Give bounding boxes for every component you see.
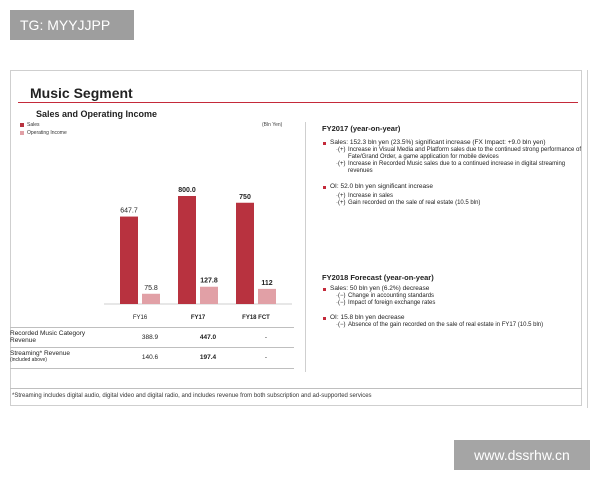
fy17-oi-bullet: OI: 52.0 bln yen significant increase bbox=[322, 183, 584, 191]
slide: Music Segment Sales and Operating Income… bbox=[0, 70, 600, 408]
cell-value: - bbox=[264, 354, 268, 361]
fy17-oi-sub2: ·(+) Gain recorded on the sale of real es… bbox=[336, 200, 481, 206]
fy17-commentary: FY2017 (year-on-year) Sales: 152.3 bln y… bbox=[322, 125, 584, 207]
fy18-sales-sub2: ·(−) Impact of foreign exchange rates bbox=[336, 300, 436, 306]
cell-value: 140.6 bbox=[141, 354, 159, 361]
footnote: *Streaming includes digital audio, digit… bbox=[12, 393, 372, 399]
cell-value: 388.9 bbox=[141, 334, 159, 341]
bar-oi-fy18-fct bbox=[258, 288, 276, 304]
legend-item-oi: Operating Income bbox=[20, 129, 67, 137]
fy18-sales-bullet: Sales: 50 bln yen (6.2%) decrease bbox=[322, 285, 584, 293]
data-label-oi-fy17: 127.8 bbox=[200, 278, 218, 285]
cell-value: 197.4 bbox=[199, 354, 217, 361]
category-label-fy17: FY17 bbox=[190, 315, 206, 321]
cell-value: - bbox=[264, 334, 268, 341]
bar-chart: 647.7 800.0 750 75.8 127.8 112 bbox=[104, 187, 292, 305]
tag-label: TG: MYYJJPP bbox=[10, 10, 134, 40]
data-label-oi-fy16: 75.8 bbox=[144, 285, 158, 292]
data-label-oi-fy18-fct: 112 bbox=[261, 280, 272, 287]
column-divider bbox=[305, 122, 306, 372]
title-rule bbox=[18, 102, 578, 103]
bar-oi-fy16 bbox=[142, 293, 160, 304]
unit-label: (Bln Yen) bbox=[262, 122, 283, 128]
bar-sales-fy16 bbox=[120, 216, 138, 304]
chart-legend: Sales Operating Income bbox=[20, 121, 67, 137]
fy18-commentary: FY2018 Forecast (year-on-year) Sales: 50… bbox=[322, 274, 584, 329]
fy18-heading: FY2018 Forecast (year-on-year) bbox=[322, 273, 434, 282]
fy17-oi-sub1: ·(+) Increase in sales bbox=[336, 193, 394, 199]
fy17-sales-sub1: ·(+) Increase in Visual Media and Platfor… bbox=[336, 147, 582, 160]
legend-label-sales: Sales bbox=[27, 122, 40, 128]
data-label-sales-fy18-fct: 750 bbox=[239, 194, 251, 201]
fy17-heading: FY2017 (year-on-year) bbox=[322, 124, 401, 133]
legend-item-sales: Sales bbox=[20, 121, 67, 129]
fy18-oi-bullet: OI: 15.8 bln yen decrease bbox=[322, 314, 584, 322]
data-label-sales-fy16: 647.7 bbox=[120, 208, 138, 215]
table-row: Streaming* Revenue (included above) 140.… bbox=[10, 347, 294, 369]
legend-label-oi: Operating Income bbox=[27, 130, 67, 136]
page-title: Music Segment bbox=[30, 85, 133, 101]
slide-edge bbox=[587, 70, 588, 408]
cell-value: 447.0 bbox=[199, 334, 217, 341]
legend-swatch-sales bbox=[20, 123, 24, 127]
category-label-fy18: FY18 FCT bbox=[242, 315, 270, 321]
chart-title: Sales and Operating Income bbox=[36, 109, 158, 119]
data-label-sales-fy17: 800.0 bbox=[178, 187, 196, 194]
bar-sales-fy17 bbox=[178, 196, 196, 304]
row-label: Streaming* Revenue (included above) bbox=[10, 350, 70, 363]
bar-sales-fy18-fct bbox=[236, 202, 254, 304]
watermark: www.dssrhw.cn bbox=[454, 440, 590, 470]
bar-oi-fy17 bbox=[200, 286, 218, 304]
legend-swatch-oi bbox=[20, 131, 24, 135]
fy17-sales-bullet: Sales: 152.3 bln yen (23.5%) significant… bbox=[322, 139, 584, 147]
slide-frame bbox=[10, 70, 582, 406]
table-row: Recorded Music Category Revenue 388.9 44… bbox=[10, 327, 294, 348]
row-label: Recorded Music Category Revenue bbox=[10, 330, 86, 344]
footnote-rule bbox=[10, 388, 582, 389]
fy18-sales-sub1: ·(−) Change in accounting standards bbox=[336, 293, 435, 299]
fy17-sales-sub2: ·(+) Increase in Recorded Music sales due… bbox=[336, 161, 566, 174]
fy18-oi-sub1: ·(−) Absence of the gain recorded on the … bbox=[336, 322, 544, 328]
category-label-fy16: FY16 bbox=[132, 315, 148, 321]
